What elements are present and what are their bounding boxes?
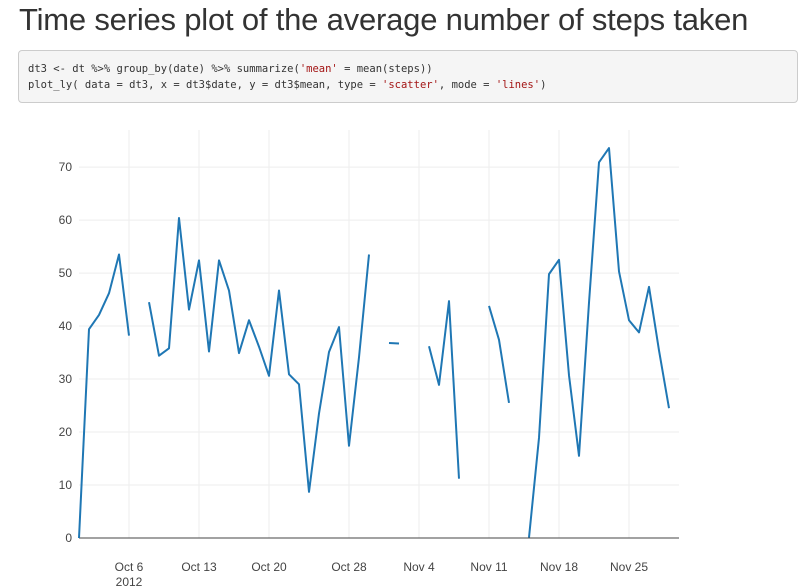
y-tick-label: 20 (59, 425, 73, 439)
y-tick-label: 70 (59, 160, 73, 174)
code-text: , mode = (438, 79, 496, 91)
x-tick-label: Oct 6 (115, 560, 144, 574)
x-tick-sublabel: 2012 (116, 575, 143, 587)
x-tick-label: Nov 4 (403, 560, 435, 574)
x-tick-label: Nov 18 (540, 560, 578, 574)
x-tick-label: Oct 28 (331, 560, 367, 574)
y-tick-label: 40 (59, 319, 73, 333)
code-text: = mean(steps)) (337, 63, 433, 75)
x-tick-label: Oct 13 (181, 560, 217, 574)
x-tick-label: Nov 25 (610, 560, 648, 574)
code-string: 'mean' (299, 63, 338, 75)
code-line-2: plot_ly( data = dt3, x = dt3$date, y = d… (28, 77, 788, 93)
series-line[interactable] (488, 305, 510, 404)
code-line-1: dt3 <- dt %>% group_by(date) %>% summari… (28, 61, 788, 77)
page-title: Time series plot of the average number o… (19, 2, 749, 37)
x-tick-label: Nov 11 (470, 560, 507, 574)
y-tick-label: 10 (59, 478, 73, 492)
code-text: dt3 <- dt %>% group_by(date) %>% summari… (28, 63, 300, 75)
code-string: 'scatter' (382, 79, 439, 91)
x-tick-label: Oct 20 (251, 560, 287, 574)
y-tick-label: 60 (59, 213, 73, 227)
code-string: 'lines' (495, 79, 541, 91)
chart-series[interactable] (78, 147, 670, 539)
series-line[interactable] (148, 216, 370, 493)
code-text: plot_ly( data = dt3, x = dt3$date, y = d… (28, 79, 383, 91)
code-text: ) (540, 79, 547, 91)
y-tick-label: 0 (65, 531, 72, 545)
chart-grid (79, 130, 679, 539)
y-tick-label: 50 (59, 266, 73, 280)
series-line[interactable] (428, 300, 460, 479)
y-tick-label: 30 (59, 372, 73, 386)
series-line[interactable] (388, 342, 400, 345)
series-line[interactable] (528, 147, 670, 538)
code-block: dt3 <- dt %>% group_by(date) %>% summari… (18, 50, 798, 103)
series-line[interactable] (78, 253, 130, 539)
